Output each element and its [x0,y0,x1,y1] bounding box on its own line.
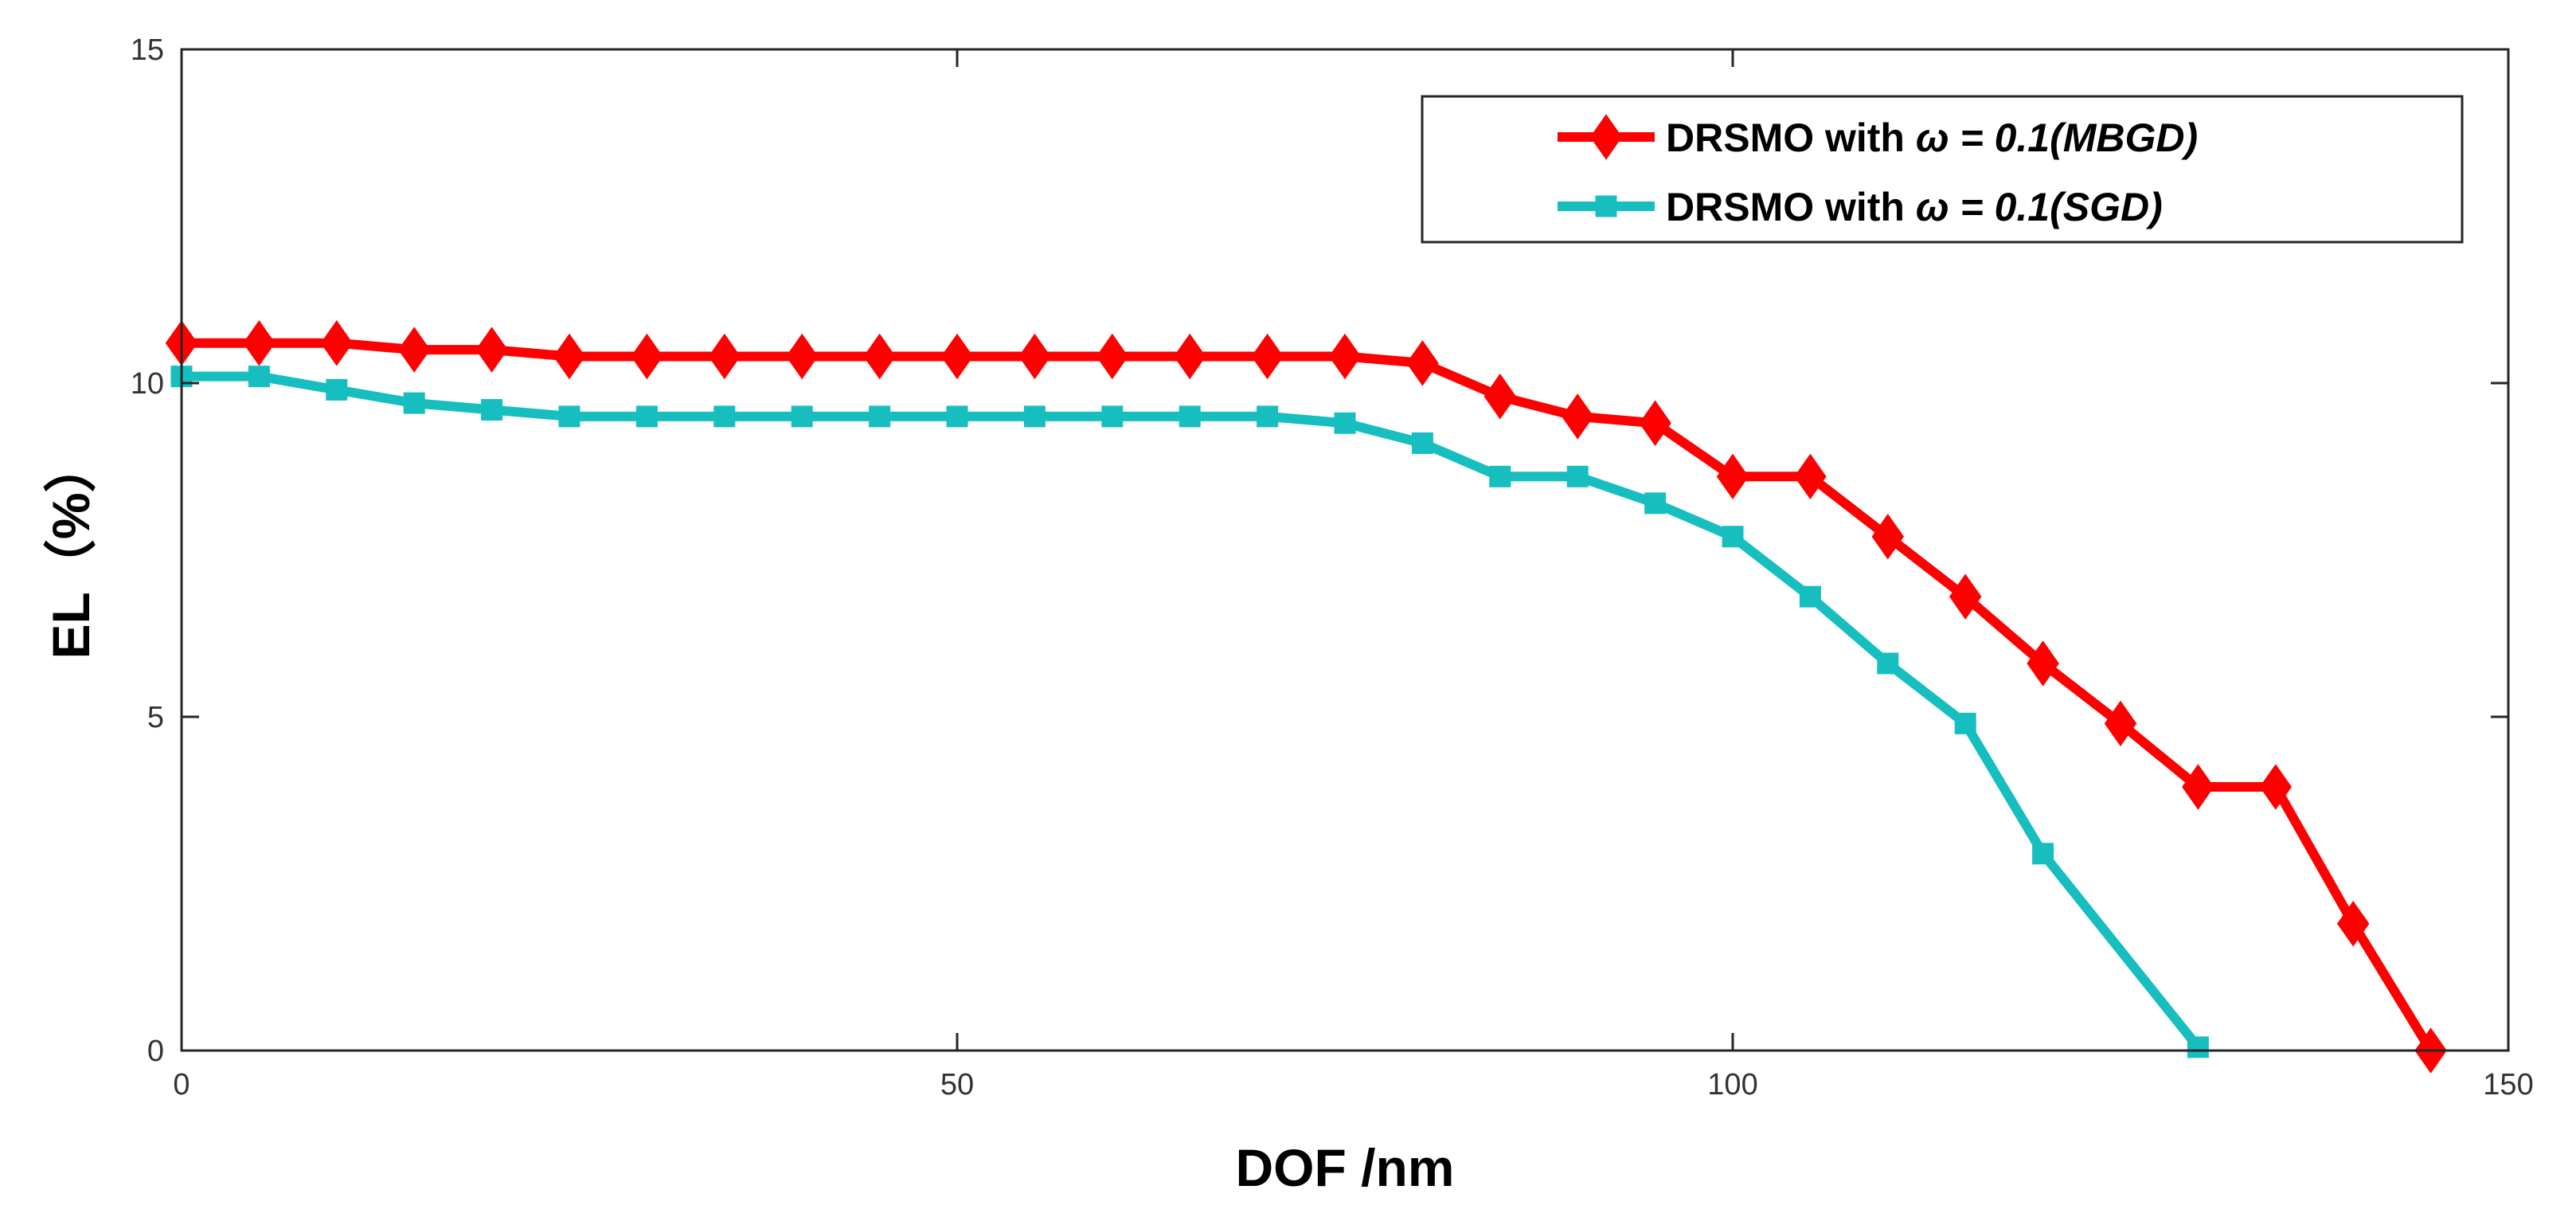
series-2-point [1489,465,1511,487]
series-2-point [1334,412,1356,434]
y-tick-label: 10 [131,367,164,401]
series-2-point [1257,405,1279,428]
series-2-point [248,366,270,388]
series-layer [165,319,2447,1074]
series-1-point [2027,640,2059,687]
series-2-point [2032,843,2054,865]
x-axis-title: DOF /nm [1236,1138,1455,1197]
series-1-point [1949,573,1982,620]
series-1-point [1096,333,1129,380]
series-2-point [1023,405,1046,428]
series-2 [170,366,2209,1059]
x-tick-label: 50 [940,1068,974,1102]
series-1-point [1251,333,1284,380]
series-1-point [2104,700,2137,747]
series-2-point [1644,492,1667,515]
series-1-point [631,333,663,380]
series-1-point [2336,901,2370,947]
series-2-point [481,399,503,421]
y-tick-label: 5 [147,701,164,734]
x-tick-label: 100 [1707,1068,1757,1102]
series-1-point [1871,514,1905,560]
series-1-point [1639,400,1671,447]
series-1-point [863,333,896,380]
legend-label-2: DRSMO with ω = 0.1(SGD) [1666,185,2163,229]
legend-label-1: DRSMO with ω = 0.1(MBGD) [1666,115,2198,160]
series-2-point [1101,405,1124,428]
series-1-point [708,333,741,380]
series-1-point [1018,333,1051,380]
series-1-point [1716,453,1749,500]
series-1-point [320,319,354,366]
series-1-point [940,333,974,380]
series-2-point [869,405,891,428]
series-1-point [397,327,431,373]
series-2-point [326,378,348,401]
legend: DRSMO with ω = 0.1(MBGD) DRSMO with ω = 0… [1421,95,2464,244]
series-1-point [1561,393,1594,440]
series-1-point [1406,340,1439,386]
series-1-point [2182,764,2214,810]
series-2-point [1411,432,1433,454]
series-2-point [1799,585,1821,608]
series-2-point [713,405,736,428]
series-2-point [1877,652,1899,675]
series-1-point [243,319,276,366]
legend-marker-2 [1595,195,1617,217]
axis-ticks: 0 50 100 150 0 5 10 15 [131,33,2534,1102]
x-tick-label: 150 [2483,1068,2533,1102]
series-1-point [553,333,586,380]
series-2-point [558,405,580,428]
legend-box [1421,95,2464,244]
series-2-point [1722,526,1744,548]
series-1-point [475,327,508,373]
legend-marker-1 [1589,114,1623,160]
series-2-point [791,405,813,428]
series-2-point [2187,1036,2209,1059]
legend-entry-1: DRSMO with ω = 0.1(MBGD) [1558,114,2198,160]
series-2-point [403,392,425,414]
series-1-point [2259,764,2293,810]
series-2-line [182,371,2203,1051]
x-tick-label: 0 [173,1068,190,1102]
y-axis-title: EL（%） [41,440,100,659]
legend-entry-2: DRSMO with ω = 0.1(SGD) [1558,185,2163,229]
series-1-point [1173,333,1206,380]
series-1-point [1483,374,1517,420]
plot-area-frame [180,48,2510,1052]
y-tick-label: 15 [131,33,164,67]
series-1-point [1794,453,1827,500]
series-2-point [635,405,658,428]
series-2-point [1179,405,1201,428]
y-tick-label: 0 [147,1035,164,1068]
series-2-point [946,405,968,428]
series-2-point [1566,465,1589,487]
series-1 [165,319,2447,1074]
series-2-point [1954,712,1976,734]
series-1-point [1328,333,1362,380]
series-1-point [785,333,819,380]
